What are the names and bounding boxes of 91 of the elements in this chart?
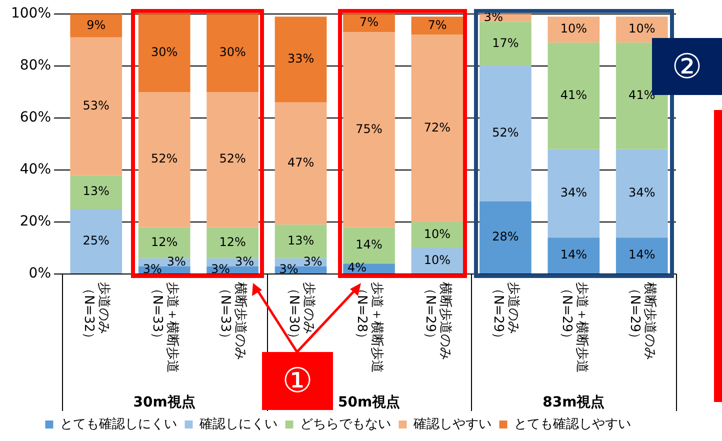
data-label: 3% — [303, 254, 322, 268]
bar — [138, 227, 190, 258]
data-label: 10% — [424, 227, 451, 242]
data-label: 52% — [492, 126, 519, 140]
data-label: 34% — [560, 186, 588, 200]
x-tick-label: 歩道のみ（N=32） — [81, 282, 112, 346]
bar — [343, 227, 395, 264]
y-tick-label: 20% — [20, 214, 51, 230]
bar — [70, 209, 122, 274]
bar — [274, 16, 327, 102]
bar — [343, 32, 395, 228]
bar — [70, 14, 122, 38]
x-tick-label: 横断歩道のみ（N=29） — [627, 282, 658, 360]
bar — [70, 175, 122, 209]
bar — [138, 14, 190, 92]
data-label: 12% — [150, 234, 178, 249]
data-label: 30% — [219, 45, 246, 60]
bar — [274, 102, 327, 225]
data-label: 3% — [211, 262, 230, 276]
text: 83m視点 — [542, 394, 605, 411]
bar — [70, 37, 122, 176]
bar — [206, 92, 258, 228]
data-label: 75% — [356, 122, 382, 136]
bar — [616, 238, 668, 274]
data-label: 13% — [287, 234, 314, 248]
data-label: 25% — [82, 233, 110, 248]
data-label: 17% — [492, 36, 519, 50]
data-label: 13% — [82, 184, 110, 198]
x-tick-label: 歩道のみ（N=30） — [286, 282, 316, 346]
bar — [548, 149, 600, 238]
data-label: 72% — [424, 120, 451, 135]
y-tick-label: 100% — [10, 6, 51, 22]
data-label: 7% — [359, 15, 379, 30]
legend-label: とても確認しやすい — [514, 416, 631, 432]
x-tick-label: 歩道＋横断歩道（N=29） — [558, 282, 589, 373]
data-label: 12% — [219, 234, 246, 249]
data-label: 7% — [428, 18, 447, 32]
data-label: 47% — [287, 156, 314, 170]
data-label: 34% — [628, 186, 656, 200]
y-tick-label: 40% — [20, 162, 51, 178]
bar — [411, 16, 464, 35]
legend-label: とても確認しにくい — [60, 416, 177, 432]
bar — [343, 14, 395, 32]
data-label: 41% — [628, 88, 656, 102]
data-label: 28% — [492, 229, 519, 244]
text: 30m視点 — [133, 394, 196, 411]
x-tick-label: 歩道＋横断歩道（N=33） — [149, 282, 180, 373]
data-label: 33% — [287, 52, 314, 66]
data-label: 52% — [219, 152, 246, 166]
bar — [548, 238, 600, 274]
legend-label: どちらでもない — [300, 416, 391, 432]
annotation: ② — [672, 46, 702, 86]
data-label: 3% — [142, 262, 162, 276]
data-label: 30% — [150, 45, 178, 60]
data-label: 10% — [424, 252, 451, 267]
bar — [206, 14, 258, 92]
data-label: 10% — [560, 22, 588, 36]
y-tick-label: 0% — [28, 266, 51, 282]
bar — [274, 224, 327, 258]
data-label: 4% — [347, 260, 367, 275]
legend-label: 確認しやすい — [412, 416, 492, 432]
text: 50m視点 — [338, 394, 400, 411]
text: ① — [262, 352, 333, 410]
data-label: 14% — [356, 238, 382, 252]
data-label: 14% — [560, 248, 588, 262]
bar — [206, 227, 258, 258]
bar — [548, 16, 600, 43]
bar — [548, 42, 600, 150]
bar — [411, 222, 464, 248]
bar — [411, 248, 464, 274]
y-tick-label: 80% — [20, 58, 51, 74]
data-label: 10% — [628, 22, 656, 36]
bar — [480, 201, 532, 274]
data-label: 41% — [560, 88, 588, 102]
x-tick-label: 歩道のみ（N=29） — [490, 282, 521, 346]
data-label: 3% — [166, 254, 186, 268]
bar — [480, 22, 532, 66]
bar — [138, 92, 190, 228]
data-label: 9% — [86, 18, 106, 32]
data-label: 53% — [82, 98, 110, 112]
data-label: 3% — [235, 254, 254, 268]
x-tick-label: 横断歩道のみ（N=33） — [218, 282, 248, 360]
bar — [480, 66, 532, 202]
legend-label: 確認しにくい — [198, 416, 278, 432]
bar — [411, 34, 464, 222]
bar — [616, 149, 668, 238]
x-tick-label: 横断歩道のみ（N=29） — [422, 282, 452, 360]
y-tick-label: 60% — [20, 110, 51, 126]
data-label: 3% — [279, 262, 298, 276]
data-label: 52% — [150, 152, 178, 166]
data-label: 14% — [628, 248, 656, 262]
